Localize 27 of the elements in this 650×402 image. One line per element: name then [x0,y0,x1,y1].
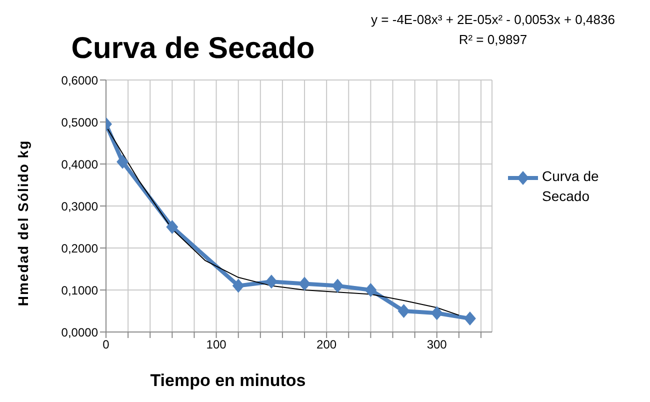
chart-title: Curva de Secado [71,32,315,65]
text: y = -4E-08x³ + 2E-05x² - 0,0053x + 0,4836 [371,12,615,27]
x-tick-label: 200 [316,338,337,352]
x-tick-label: 100 [206,338,227,352]
point [298,276,311,291]
point [232,278,244,293]
x-axis-title: Tiempo en minutos [150,371,306,390]
point [332,278,344,293]
legend-label: Curva de Secado [542,167,600,206]
y-tick-label: 0,3000 [61,199,98,214]
y-axis-title: Hmedad del Sólido kg [15,140,31,306]
point [265,274,278,289]
y-tick-label: 0,5000 [61,115,98,130]
x-tick-label: 0 [102,338,110,352]
point [364,283,377,297]
point [166,220,178,234]
point [398,304,410,318]
y-tick-label: 0,0000 [61,325,98,340]
text: R² = 0,9897 [458,32,528,47]
point [464,312,476,326]
y-tick-label: 0,1000 [61,283,98,298]
y-tick-label: 0,2000 [61,241,98,256]
y-tick-label: 0,4000 [61,157,98,172]
point [116,154,129,169]
y-tick-label: 0,6000 [61,73,98,88]
point [430,306,443,320]
x-tick-label: 300 [426,338,448,352]
